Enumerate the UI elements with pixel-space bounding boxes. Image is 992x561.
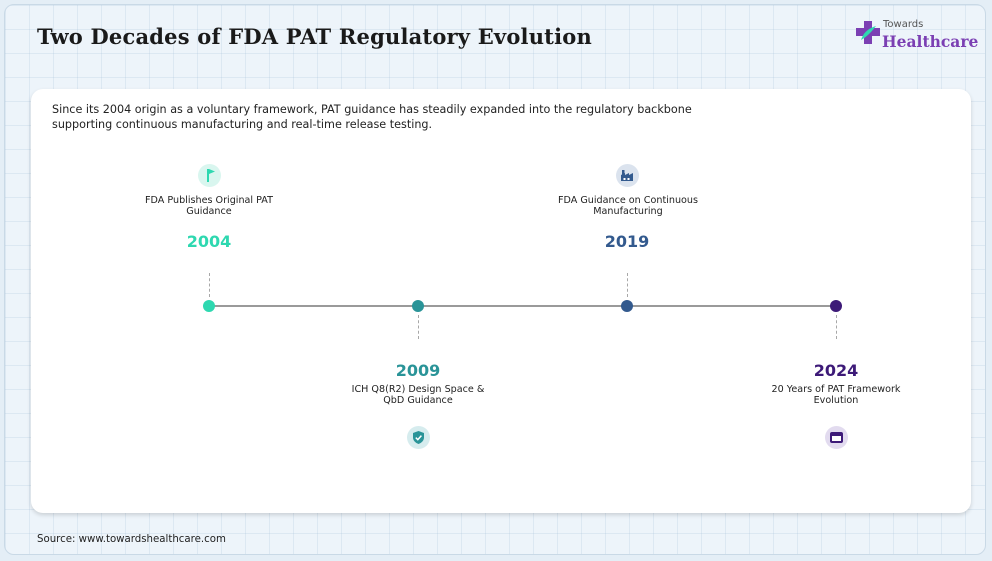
page-title: Two Decades of FDA PAT Regulatory Evolut… [37, 24, 592, 49]
timeline-card: Since its 2004 origin as a voluntary fra… [31, 89, 971, 513]
timeline-axis [209, 305, 837, 307]
logo-text-towards: Towards [883, 19, 924, 30]
milestone-dot [621, 300, 633, 312]
connector-line [418, 315, 419, 339]
milestone-label: 20 Years of PAT Framework Evolution [771, 384, 901, 406]
milestone-dot [203, 300, 215, 312]
logo-text-healthcare: Healthcare [882, 32, 979, 51]
shield-check-icon [407, 426, 430, 449]
milestone-year: 2019 [604, 232, 650, 251]
connector-line [209, 273, 210, 297]
milestone-year: 2009 [395, 361, 441, 380]
description-text: Since its 2004 origin as a voluntary fra… [52, 103, 692, 131]
connector-line [836, 315, 837, 339]
milestone-label: ICH Q8(R2) Design Space & QbD Guidance [351, 384, 485, 406]
factory-icon [616, 164, 639, 187]
connector-line [627, 273, 628, 297]
calendar-icon [825, 426, 848, 449]
flag-icon [198, 164, 221, 187]
infographic-frame: Two Decades of FDA PAT Regulatory Evolut… [4, 4, 986, 555]
milestone-dot [412, 300, 424, 312]
milestone-year: 2004 [186, 232, 232, 251]
milestone-label: FDA Publishes Original PAT Guidance [145, 195, 273, 217]
milestone-label: FDA Guidance on Continuous Manufacturing [558, 195, 698, 217]
source-text: Source: www.towardshealthcare.com [37, 534, 226, 545]
milestone-year: 2024 [813, 361, 859, 380]
brand-logo: Towards Healthcare [856, 18, 978, 52]
milestone-dot [830, 300, 842, 312]
logo-cross-icon [856, 21, 880, 44]
